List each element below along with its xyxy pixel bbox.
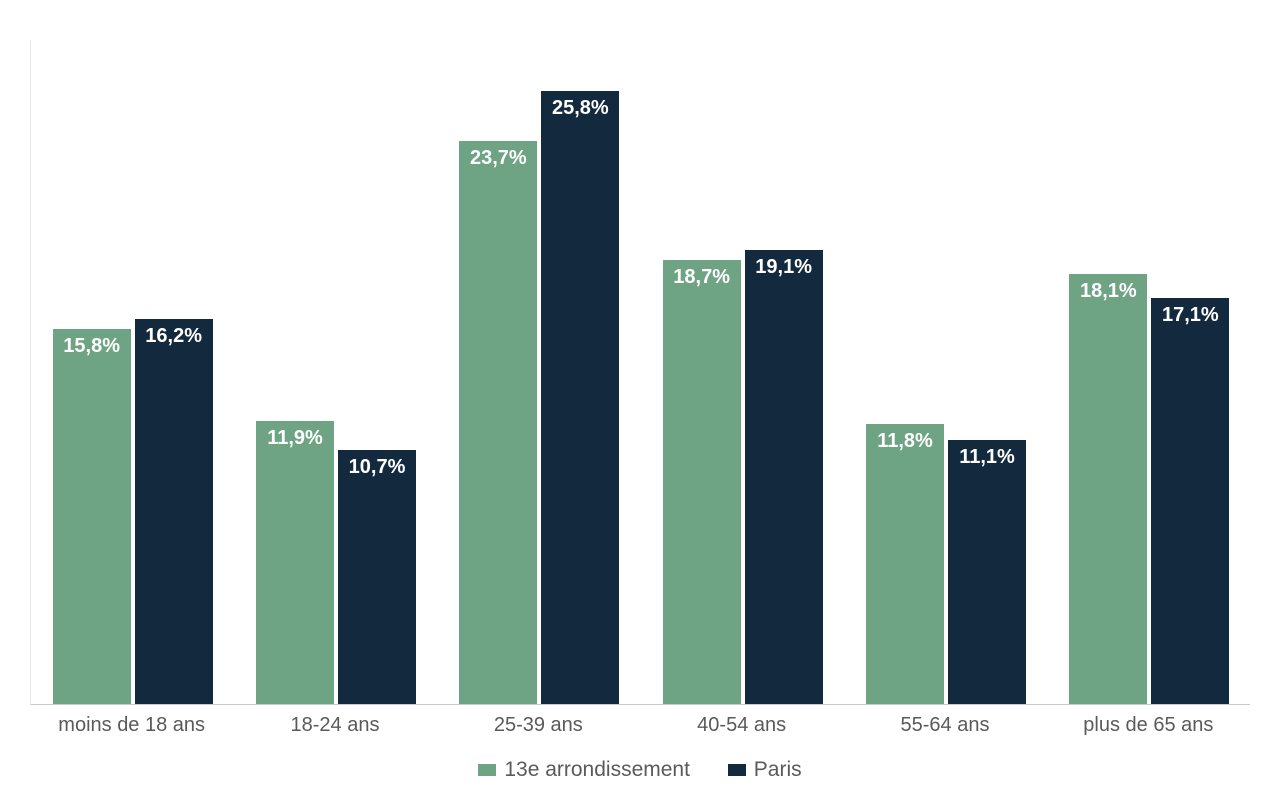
category-label: 55-64 ans xyxy=(843,714,1046,737)
bar-value-label: 18,1% xyxy=(1069,280,1147,303)
bar-group: 15,8%16,2% xyxy=(53,40,213,704)
bar: 23,7% xyxy=(459,141,537,704)
category-label: 40-54 ans xyxy=(640,714,843,737)
bar: 11,9% xyxy=(256,421,334,704)
legend: 13e arrondissement Paris xyxy=(0,758,1280,782)
legend-swatch xyxy=(478,764,496,776)
bar-value-label: 16,2% xyxy=(135,325,213,348)
category-label: 25-39 ans xyxy=(437,714,640,737)
bar-group: 23,7% 25,8% xyxy=(459,40,619,704)
bar: 11,8% xyxy=(866,424,944,704)
legend-label: 13e arrondissement xyxy=(504,758,690,782)
bar-value-label: 18,7% xyxy=(663,266,741,289)
bar: 19,1% xyxy=(745,250,823,704)
category-label: moins de 18 ans xyxy=(30,714,233,737)
bar-value-label: 17,1% xyxy=(1151,304,1229,327)
bar: 15,8% xyxy=(53,329,131,704)
bar: 10,7% xyxy=(338,450,416,704)
bar: 18,1% xyxy=(1069,274,1147,704)
bar-group: 11,8%11,1% xyxy=(866,40,1026,704)
age-distribution-chart: 15,8%16,2% 11,9%10,7% 23,7% 25,8% 18,7%19,1%… xyxy=(0,0,1280,795)
bar: 25,8% xyxy=(541,91,619,704)
bar-group: 18,7%19,1% xyxy=(663,40,823,704)
legend-label: Paris xyxy=(754,758,802,782)
bar-value-label: 15,8% xyxy=(53,335,131,358)
bar: 17,1% xyxy=(1151,298,1229,704)
bar-value-label: 19,1% xyxy=(745,256,823,279)
category-label: 18-24 ans xyxy=(233,714,436,737)
bar-value-label: 10,7% xyxy=(338,456,416,479)
bar-value-label: 25,8% xyxy=(541,97,619,120)
bar: 18,7% xyxy=(663,260,741,704)
legend-item-series-a: 13e arrondissement xyxy=(478,758,690,782)
legend-item-series-b: Paris xyxy=(728,758,802,782)
bar-group: 11,9%10,7% xyxy=(256,40,416,704)
bar: 11,1% xyxy=(948,440,1026,704)
category-label: plus de 65 ans xyxy=(1047,714,1250,737)
plot-area: 15,8%16,2% 11,9%10,7% 23,7% 25,8% 18,7%19,1%… xyxy=(30,40,1250,705)
bar: 16,2% xyxy=(135,319,213,704)
bar-group: 18,1%17,1% xyxy=(1069,40,1229,704)
bar-value-label: 11,9% xyxy=(256,427,334,450)
bar-value-label: 11,1% xyxy=(948,446,1026,469)
bar-value-label: 11,8% xyxy=(866,430,944,453)
bar-value-label: 23,7% xyxy=(459,147,537,170)
legend-swatch xyxy=(728,764,746,776)
